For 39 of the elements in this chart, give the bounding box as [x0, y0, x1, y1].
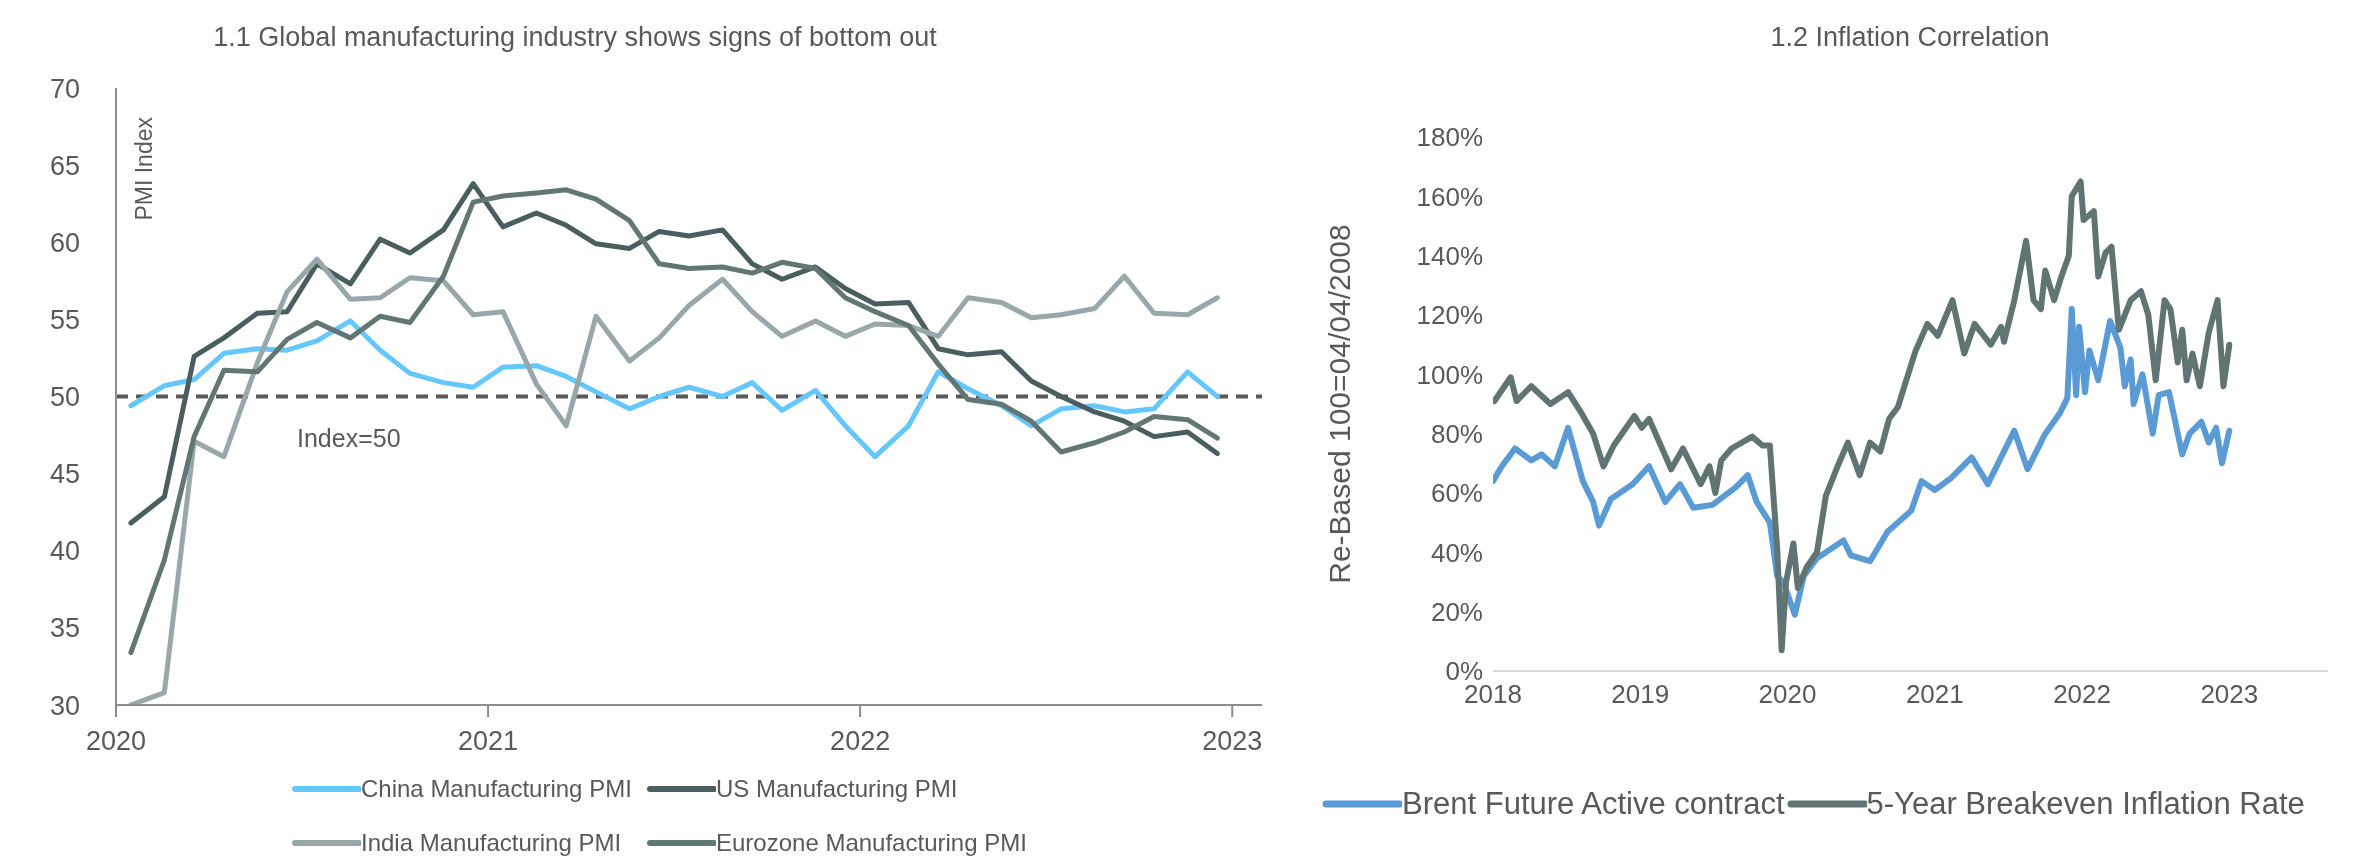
- x-tick-label: 2021: [458, 726, 519, 757]
- y-tick-label: 140%: [1416, 240, 1483, 271]
- y-axis-title: Re-Based 100=04/04/2008: [1323, 224, 1356, 584]
- x-tick-label: 2018: [1464, 679, 1522, 710]
- y-tick-label: 20%: [1430, 596, 1483, 627]
- chart-title: 1.2 Inflation Correlation: [1769, 22, 2051, 53]
- x-tick-label: 2020: [1758, 679, 1817, 710]
- y-tick-label: 45: [49, 459, 80, 490]
- x-tick-label: 2021: [1905, 679, 1964, 710]
- y-tick-label: 65: [49, 150, 80, 181]
- legend-label: India Manufacturing PMI: [361, 829, 622, 857]
- y-tick-label: 160%: [1416, 181, 1483, 212]
- legend-label: Eurozone Manufacturing PMI: [716, 829, 1027, 857]
- x-tick-label: 2023: [2200, 679, 2259, 710]
- y-tick-label: 40: [49, 536, 80, 567]
- y-tick-label: 180%: [1416, 122, 1483, 153]
- y-tick-label: 40%: [1430, 537, 1483, 568]
- y-tick-label: 60: [49, 227, 80, 258]
- x-tick-label: 2019: [1611, 679, 1670, 710]
- legend-label: Brent Future Active contract: [1402, 786, 1785, 822]
- x-tick-label: 2020: [85, 726, 147, 757]
- y-axis-title: PMI Index: [131, 116, 157, 221]
- legend-label: US Manufacturing PMI: [716, 775, 958, 803]
- legend-label: China Manufacturing PMI: [361, 775, 632, 803]
- x-tick-label: 2022: [830, 726, 891, 757]
- y-tick-label: 80%: [1430, 418, 1483, 449]
- y-tick-label: 100%: [1416, 359, 1483, 390]
- ref-line-label: Index=50: [297, 423, 401, 452]
- y-tick-label: 120%: [1416, 300, 1483, 331]
- y-tick-label: 60%: [1430, 478, 1483, 509]
- y-tick-label: 50: [49, 382, 80, 413]
- x-tick-label: 2022: [2053, 679, 2111, 710]
- y-tick-label: 35: [49, 613, 80, 644]
- y-tick-label: 30: [49, 690, 80, 721]
- y-tick-label: 70: [49, 73, 80, 104]
- x-tick-label: 2023: [1202, 726, 1263, 757]
- legend-label: 5-Year Breakeven Inflation Rate: [1866, 786, 2305, 822]
- y-tick-label: 55: [49, 304, 80, 335]
- chart-title: 1.1 Global manufacturing industry shows signs of bottom out: [212, 22, 938, 53]
